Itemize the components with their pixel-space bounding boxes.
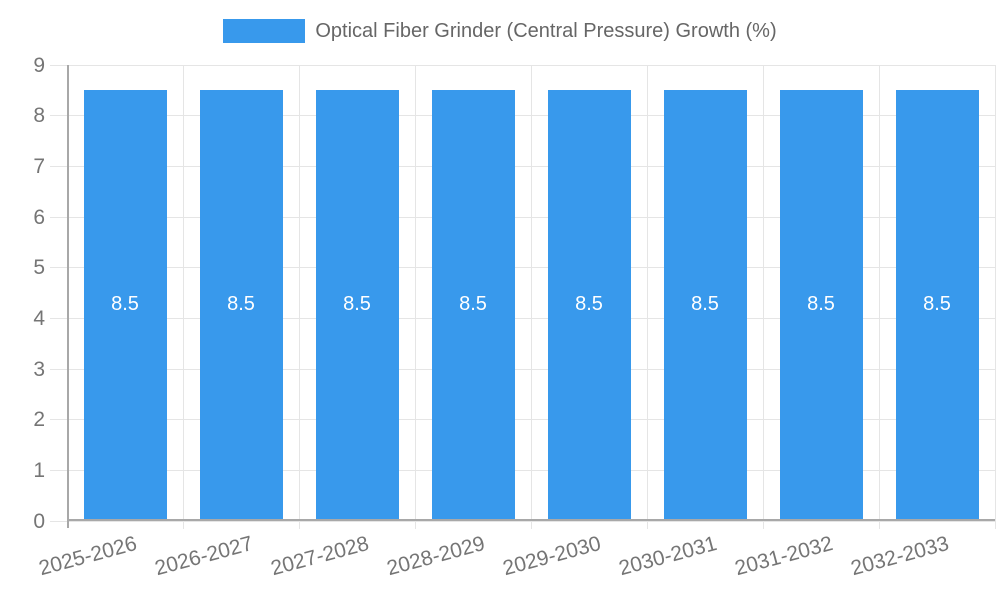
x-axis-line (67, 519, 995, 521)
x-tick-label: 2032-2033 (847, 532, 951, 581)
h-gridline (50, 115, 995, 117)
h-gridline (50, 165, 995, 167)
bar[interactable] (779, 90, 863, 519)
y-tick-label: 4 (33, 306, 45, 330)
v-gridline (298, 65, 300, 529)
x-tick-label: 2025-2026 (35, 532, 139, 581)
bar[interactable] (663, 90, 747, 519)
y-axis-line (67, 65, 69, 528)
chart-legend[interactable]: Optical Fiber Grinder (Central Pressure)… (0, 19, 1000, 43)
h-gridline (50, 469, 995, 471)
h-gridline (50, 317, 995, 319)
v-gridline (878, 65, 880, 529)
y-tick-label: 0 (33, 509, 45, 533)
y-tick-label: 1 (33, 458, 45, 482)
h-gridline (50, 419, 995, 421)
x-tick-label: 2027-2028 (267, 532, 371, 581)
x-tick-label: 2030-2031 (615, 532, 719, 581)
v-gridline (530, 65, 532, 529)
v-gridline (182, 65, 184, 529)
h-gridline (50, 520, 995, 522)
v-gridline (994, 65, 996, 529)
x-tick-label: 2028-2029 (383, 532, 487, 581)
v-gridline (414, 65, 416, 529)
h-gridline (50, 216, 995, 218)
bar[interactable] (315, 90, 399, 519)
v-gridline (646, 65, 648, 529)
legend-label: Optical Fiber Grinder (Central Pressure)… (315, 19, 777, 42)
legend-swatch (223, 19, 306, 43)
y-tick-label: 8 (33, 104, 45, 128)
x-tick-label: 2026-2027 (151, 532, 255, 581)
bar[interactable] (431, 90, 515, 519)
h-gridline (50, 64, 995, 66)
x-tick-label: 2029-2030 (499, 532, 603, 581)
x-tick-label: 2031-2032 (731, 532, 835, 581)
y-tick-label: 6 (33, 205, 45, 229)
y-tick-label: 9 (33, 53, 45, 77)
bar[interactable] (199, 90, 283, 519)
y-tick-label: 2 (33, 408, 45, 432)
y-tick-label: 5 (33, 256, 45, 280)
bar[interactable] (895, 90, 979, 519)
v-gridline (762, 65, 764, 529)
h-gridline (50, 267, 995, 269)
bar[interactable] (83, 90, 167, 519)
h-gridline (50, 368, 995, 370)
y-tick-label: 3 (33, 357, 45, 381)
y-tick-label: 7 (33, 154, 45, 178)
bar[interactable] (547, 90, 631, 519)
